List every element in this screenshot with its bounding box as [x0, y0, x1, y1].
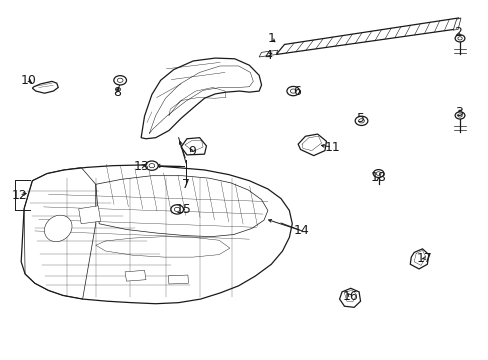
Circle shape: [286, 86, 299, 96]
Text: 17: 17: [416, 252, 432, 265]
Polygon shape: [32, 81, 58, 93]
Polygon shape: [339, 288, 360, 307]
Text: 15: 15: [175, 203, 191, 216]
Polygon shape: [409, 249, 428, 269]
Polygon shape: [96, 176, 267, 237]
Text: 14: 14: [294, 224, 309, 238]
Polygon shape: [141, 58, 261, 139]
Circle shape: [454, 35, 464, 42]
Text: 11: 11: [324, 140, 340, 153]
Circle shape: [174, 207, 180, 212]
Text: 9: 9: [187, 145, 195, 158]
Circle shape: [454, 112, 464, 119]
Polygon shape: [452, 18, 460, 30]
Text: 6: 6: [293, 85, 301, 98]
Text: 5: 5: [356, 112, 364, 125]
Circle shape: [170, 205, 183, 214]
Polygon shape: [125, 270, 146, 281]
Circle shape: [117, 78, 123, 82]
Circle shape: [375, 172, 380, 175]
Text: 10: 10: [21, 74, 37, 87]
Text: 16: 16: [342, 290, 358, 303]
Circle shape: [457, 114, 461, 117]
Circle shape: [145, 161, 158, 170]
Polygon shape: [79, 206, 101, 224]
Text: 13: 13: [133, 160, 149, 173]
Text: 3: 3: [454, 106, 462, 119]
Ellipse shape: [44, 215, 72, 242]
Circle shape: [290, 89, 296, 93]
Polygon shape: [298, 134, 326, 156]
Text: 18: 18: [370, 171, 386, 184]
Circle shape: [372, 170, 383, 177]
Polygon shape: [276, 18, 458, 54]
Circle shape: [358, 119, 364, 123]
Circle shape: [149, 163, 154, 168]
Text: 4: 4: [264, 49, 271, 62]
Polygon shape: [168, 275, 188, 284]
Text: 12: 12: [11, 189, 27, 202]
Circle shape: [114, 76, 126, 85]
Circle shape: [457, 37, 461, 40]
Text: 1: 1: [267, 32, 275, 45]
Polygon shape: [21, 165, 292, 304]
Circle shape: [354, 116, 367, 126]
Text: 8: 8: [113, 86, 121, 99]
Polygon shape: [181, 138, 206, 155]
Text: 2: 2: [453, 27, 461, 40]
Polygon shape: [259, 50, 277, 57]
Text: 7: 7: [182, 178, 190, 191]
